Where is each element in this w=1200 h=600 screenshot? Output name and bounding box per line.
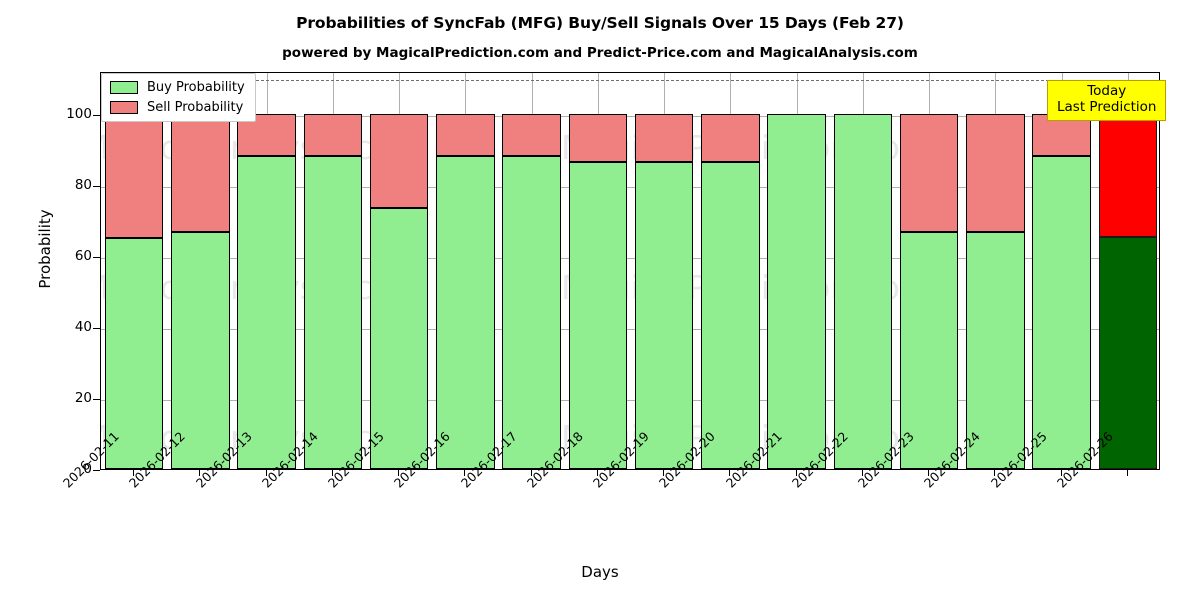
bar-segment-buy[interactable] — [1032, 155, 1091, 469]
bar-group[interactable] — [966, 73, 1025, 469]
legend-item[interactable]: Buy Probability — [110, 80, 245, 95]
x-tick-mark — [199, 470, 201, 476]
x-axis-label: Days — [581, 563, 619, 581]
legend-label: Buy Probability — [147, 80, 245, 95]
x-tick-mark — [729, 470, 731, 476]
bar-group[interactable] — [171, 73, 230, 469]
bar-group[interactable] — [436, 73, 495, 469]
y-tick-mark — [93, 398, 100, 400]
bar-segment-sell[interactable] — [303, 113, 363, 156]
y-tick-label: 60 — [74, 247, 92, 264]
bar-group[interactable] — [833, 73, 893, 469]
x-tick-mark — [994, 470, 996, 476]
bar-group[interactable] — [369, 73, 429, 469]
y-tick-mark — [93, 470, 100, 471]
y-tick-label: 20 — [74, 389, 92, 406]
legend-swatch-icon — [110, 101, 138, 114]
bar-group[interactable] — [502, 73, 561, 469]
bar-group[interactable] — [899, 73, 959, 469]
bar-segment-sell[interactable] — [1098, 113, 1158, 238]
y-tick-mark — [93, 185, 100, 187]
y-tick-mark — [93, 256, 100, 258]
bar-segment-buy[interactable] — [767, 113, 826, 469]
x-tick-mark — [795, 470, 797, 476]
x-tick-mark — [1126, 470, 1128, 476]
y-tick-mark — [93, 327, 100, 329]
bar-segment-buy[interactable] — [369, 207, 429, 469]
legend-item[interactable]: Sell Probability — [110, 100, 245, 115]
x-tick-mark — [331, 470, 333, 476]
bar-segment-buy[interactable] — [568, 161, 628, 469]
y-tick-label: 80 — [74, 176, 92, 193]
bar-segment-buy[interactable] — [634, 161, 694, 469]
bar-segment-sell[interactable] — [104, 113, 164, 239]
bar-group[interactable] — [634, 73, 694, 469]
bar-segment-buy[interactable] — [502, 155, 561, 469]
bar-segment-sell[interactable] — [171, 113, 230, 232]
bar-segment-sell[interactable] — [568, 113, 628, 162]
gridline-y-40 — [101, 328, 1159, 330]
bar-group[interactable] — [568, 73, 628, 469]
bar-segment-buy[interactable] — [1098, 237, 1158, 469]
bar-group[interactable] — [767, 73, 826, 469]
bar-group[interactable] — [701, 73, 760, 469]
x-tick-mark — [464, 470, 466, 476]
bar-group[interactable] — [1032, 73, 1091, 469]
bar-segment-sell[interactable] — [634, 113, 694, 162]
y-tick-label: 0 — [83, 461, 92, 477]
x-tick-mark — [398, 470, 400, 476]
today-annotation: Today Last Prediction — [1047, 80, 1167, 121]
gridline-y-100 — [101, 115, 1159, 117]
bar-segment-sell[interactable] — [502, 113, 561, 156]
x-tick-mark — [663, 470, 665, 476]
bar-segment-buy[interactable] — [237, 155, 296, 469]
bar-segment-sell[interactable] — [966, 113, 1025, 232]
x-tick-mark — [265, 470, 267, 476]
dashed-line — [101, 80, 1159, 82]
chart-subtitle: powered by MagicalPrediction.com and Pre… — [282, 45, 918, 61]
bar-segment-sell[interactable] — [701, 113, 760, 162]
bar-segment-buy[interactable] — [701, 161, 760, 469]
legend-label: Sell Probability — [147, 100, 244, 115]
bar-group[interactable] — [104, 73, 164, 469]
bar-segment-sell[interactable] — [369, 113, 429, 208]
y-tick-mark — [93, 114, 100, 116]
today-line-2: Last Prediction — [1057, 98, 1157, 115]
x-tick-mark — [928, 470, 930, 476]
bar-segment-buy[interactable] — [833, 113, 893, 469]
y-tick-label: 40 — [74, 318, 92, 335]
bar-segment-buy[interactable] — [436, 155, 495, 469]
plot-area: MagicalAnalysis.comMagicalPrediction.com… — [100, 72, 1160, 470]
bar-group[interactable] — [1098, 73, 1158, 469]
x-tick-mark — [596, 470, 598, 476]
bar-segment-buy[interactable] — [899, 231, 959, 469]
gridline-y-80 — [101, 186, 1159, 188]
x-tick-mark — [1060, 470, 1062, 476]
bar-segment-buy[interactable] — [171, 231, 230, 469]
today-line-1: Today — [1087, 83, 1127, 99]
bar-group[interactable] — [237, 73, 296, 469]
gridline-y-60 — [101, 257, 1159, 259]
bar-segment-sell[interactable] — [899, 113, 959, 232]
chart-legend[interactable]: Buy Probability Sell Probability — [101, 73, 256, 122]
x-tick-mark — [530, 470, 532, 476]
x-tick-mark — [133, 470, 135, 476]
bar-segment-sell[interactable] — [436, 113, 495, 156]
bar-group[interactable] — [303, 73, 363, 469]
bar-segment-buy[interactable] — [104, 238, 164, 469]
chart-title: Probabilities of SyncFab (MFG) Buy/Sell … — [296, 14, 904, 32]
legend-swatch-icon — [110, 81, 138, 94]
bar-segment-buy[interactable] — [303, 155, 363, 469]
bar-segment-buy[interactable] — [966, 231, 1025, 469]
x-tick-mark — [861, 470, 863, 476]
gridline-y-20 — [101, 399, 1159, 401]
y-tick-label: 100 — [66, 105, 92, 122]
